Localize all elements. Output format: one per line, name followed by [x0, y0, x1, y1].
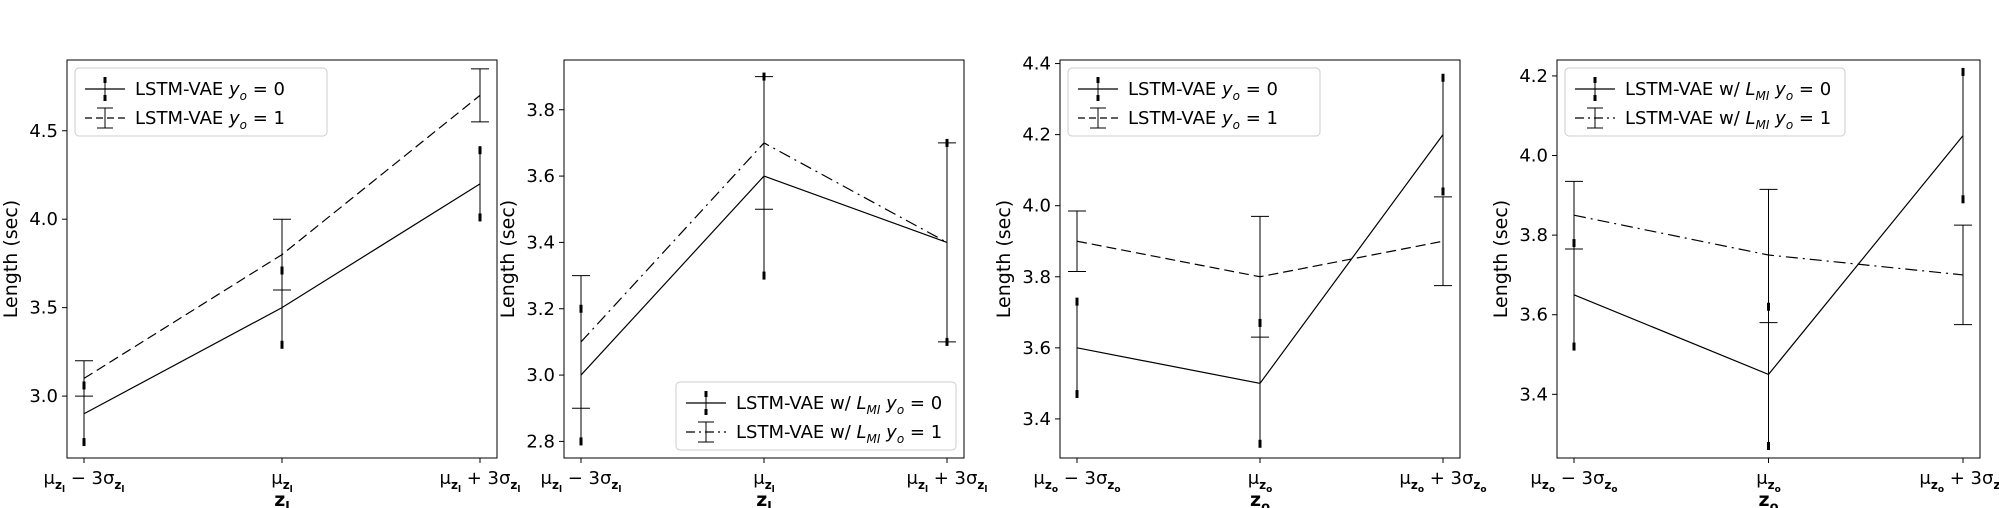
- legend-label-1: LSTM-VAE yo = 0: [135, 79, 285, 103]
- x-tick-label: μzl − 3σzl: [44, 468, 125, 495]
- x-tick-label: μzo: [1756, 468, 1781, 495]
- y-tick-label: 4.2: [1519, 66, 1548, 87]
- y-tick-label: 3.6: [526, 166, 555, 187]
- y-tick-label: 3.8: [1519, 225, 1548, 246]
- legend-label-1: LSTM-VAE w/ LMI yo = 0: [1625, 79, 1831, 103]
- y-tick-label: 4.0: [29, 209, 58, 230]
- y-axis-title: Length (sec): [0, 200, 22, 318]
- y-tick-label: 3.5: [29, 298, 58, 319]
- chart-panel-2: 2.8 3.0 3.2 3.4 3.6 3.8 μzl − 3σzl μzl μzl + 3σz…: [497, 59, 988, 508]
- y-tick-label: 3.2: [526, 299, 555, 320]
- y-tick-label: 3.8: [1022, 267, 1051, 288]
- x-tick-label: μzo + 3σzo: [1399, 468, 1486, 495]
- legend-label-2: LSTM-VAE yo = 1: [1128, 108, 1278, 132]
- y-tick-label: 4.0: [1519, 146, 1548, 167]
- legend: LSTM-VAE yo = 0 LSTM-VAE yo = 1: [1067, 67, 1321, 137]
- x-tick-label: μzl: [753, 468, 775, 495]
- x-tick-label: μzl + 3σzl: [440, 468, 521, 495]
- y-tick-label: 3.6: [1519, 305, 1548, 326]
- legend-box: [74, 67, 328, 137]
- y-tick-label: 3.0: [29, 386, 58, 407]
- y-tick-label: 4.4: [1022, 54, 1051, 75]
- legend-box: [675, 381, 957, 451]
- legend-label-1: LSTM-VAE yo = 0: [1128, 79, 1278, 103]
- chart-panel-1: 3.0 3.5 4.0 4.5 μzl − 3σzl μzl μzl + 3σzl Lengt…: [0, 59, 521, 508]
- y-tick-label: 3.0: [526, 365, 555, 386]
- y-tick-label: 3.6: [1022, 338, 1051, 359]
- y-axis-title: Length (sec): [497, 200, 519, 318]
- legend-label-2: LSTM-VAE yo = 1: [135, 108, 285, 132]
- y-tick-label: 4.5: [29, 121, 58, 142]
- chart-panel-3: 3.4 3.6 3.8 4.0 4.2 4.4 μzo − 3σzo μzo μzo + 3σz…: [993, 54, 1487, 508]
- x-tick-label: μzl: [271, 468, 293, 495]
- y-tick-label: 3.4: [1022, 409, 1051, 430]
- y-axis-title: Length (sec): [1490, 200, 1512, 318]
- x-tick-label: μzo − 3σzo: [1033, 468, 1120, 495]
- x-tick-label: μzl − 3σzl: [541, 468, 622, 495]
- legend: LSTM-VAE yo = 0 LSTM-VAE yo = 1: [74, 67, 328, 137]
- legend-label-1: LSTM-VAE w/ LMI yo = 0: [736, 393, 942, 417]
- y-tick-label: 4.2: [1022, 125, 1051, 146]
- x-tick-label: μzl + 3σzl: [907, 468, 988, 495]
- y-axis-title: Length (sec): [993, 200, 1015, 318]
- legend-box: [1067, 67, 1321, 137]
- legend-label-2: LSTM-VAE w/ LMI yo = 1: [1625, 108, 1831, 132]
- y-tick-label: 4.0: [1022, 196, 1051, 217]
- legend-label-2: LSTM-VAE w/ LMI yo = 1: [736, 422, 942, 446]
- legend: LSTM-VAE w/ LMI yo = 0 LSTM-VAE w/ LMI yo…: [1564, 67, 1846, 137]
- y-tick-label: 3.8: [526, 100, 555, 121]
- y-tick-label: 3.4: [526, 232, 555, 253]
- y-tick-label: 2.8: [526, 431, 555, 452]
- x-tick-label: μzo − 3σzo: [1530, 468, 1617, 495]
- x-tick-label: μzo + 3σzo: [1919, 468, 1999, 495]
- legend-box: [1564, 67, 1846, 137]
- x-tick-label: μzo: [1248, 468, 1273, 495]
- chart-panel-4: 3.4 3.6 3.8 4.0 4.2 μzo − 3σzo μzo μzo + 3σzo Le…: [1490, 59, 1999, 508]
- y-tick-label: 3.4: [1519, 384, 1548, 405]
- legend: LSTM-VAE w/ LMI yo = 0 LSTM-VAE w/ LMI yo…: [675, 381, 957, 451]
